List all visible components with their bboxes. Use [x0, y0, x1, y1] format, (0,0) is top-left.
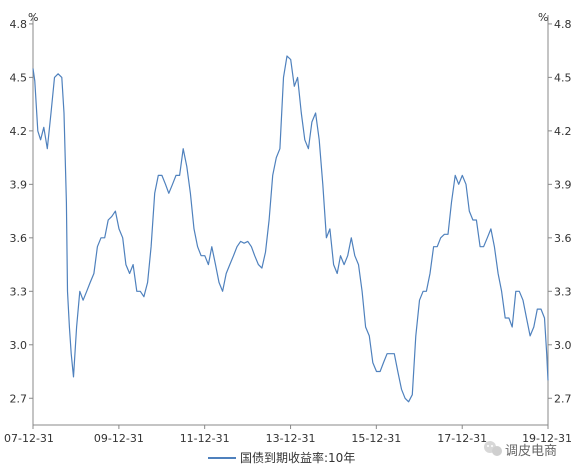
x-tick-label: 07-12-31 [4, 432, 54, 445]
y-tick-label-left: 4.5 [10, 71, 28, 84]
right-y-ticks: 2.7 3.0 3.3 3.6 3.9 4.2 4.5 4.8 [548, 18, 572, 405]
series-line-10y-yield [32, 55, 549, 403]
x-tick-label: 09-12-31 [94, 432, 144, 445]
y-tick-label-right: 3.0 [554, 339, 572, 352]
x-tick-label: 15-12-31 [351, 432, 401, 445]
y-tick-label-right: 3.9 [554, 178, 572, 191]
y-tick-label-right: 4.5 [554, 71, 572, 84]
y-tick-label-left: 3.0 [10, 339, 28, 352]
y-tick-label-right: 2.7 [554, 392, 572, 405]
legend-label: 国债到期收益率:10年 [240, 450, 355, 465]
y-tick-label-right: 3.3 [554, 285, 572, 298]
right-unit-label: % [538, 11, 548, 24]
x-tick-label: 11-12-31 [180, 432, 230, 445]
watermark: 调皮电商 [484, 441, 557, 459]
y-tick-label-left: 3.6 [10, 232, 28, 245]
y-tick-label-left: 3.9 [10, 178, 28, 191]
y-tick-label-right: 4.2 [554, 125, 572, 138]
left-y-ticks: 2.7 3.0 3.3 3.6 3.9 4.2 4.5 4.8 [10, 18, 33, 405]
x-tick-label: 13-12-31 [266, 432, 316, 445]
x-tick-label: 19-12-31 [522, 432, 572, 445]
wechat-icon [484, 441, 502, 456]
y-tick-label-left: 4.8 [10, 18, 28, 31]
y-tick-label-left: 4.2 [10, 125, 28, 138]
x-ticks: 07-12-31 09-12-31 11-12-31 13-12-31 15-12-31… [4, 425, 572, 445]
y-tick-label-left: 2.7 [10, 392, 28, 405]
legend: 国债到期收益率:10年 [208, 450, 355, 465]
y-tick-label-right: 3.6 [554, 232, 572, 245]
y-tick-label-left: 3.3 [10, 285, 28, 298]
y-tick-label-right: 4.8 [554, 18, 572, 31]
x-tick-label: 17-12-31 [437, 432, 487, 445]
watermark-text: 调皮电商 [505, 444, 557, 459]
